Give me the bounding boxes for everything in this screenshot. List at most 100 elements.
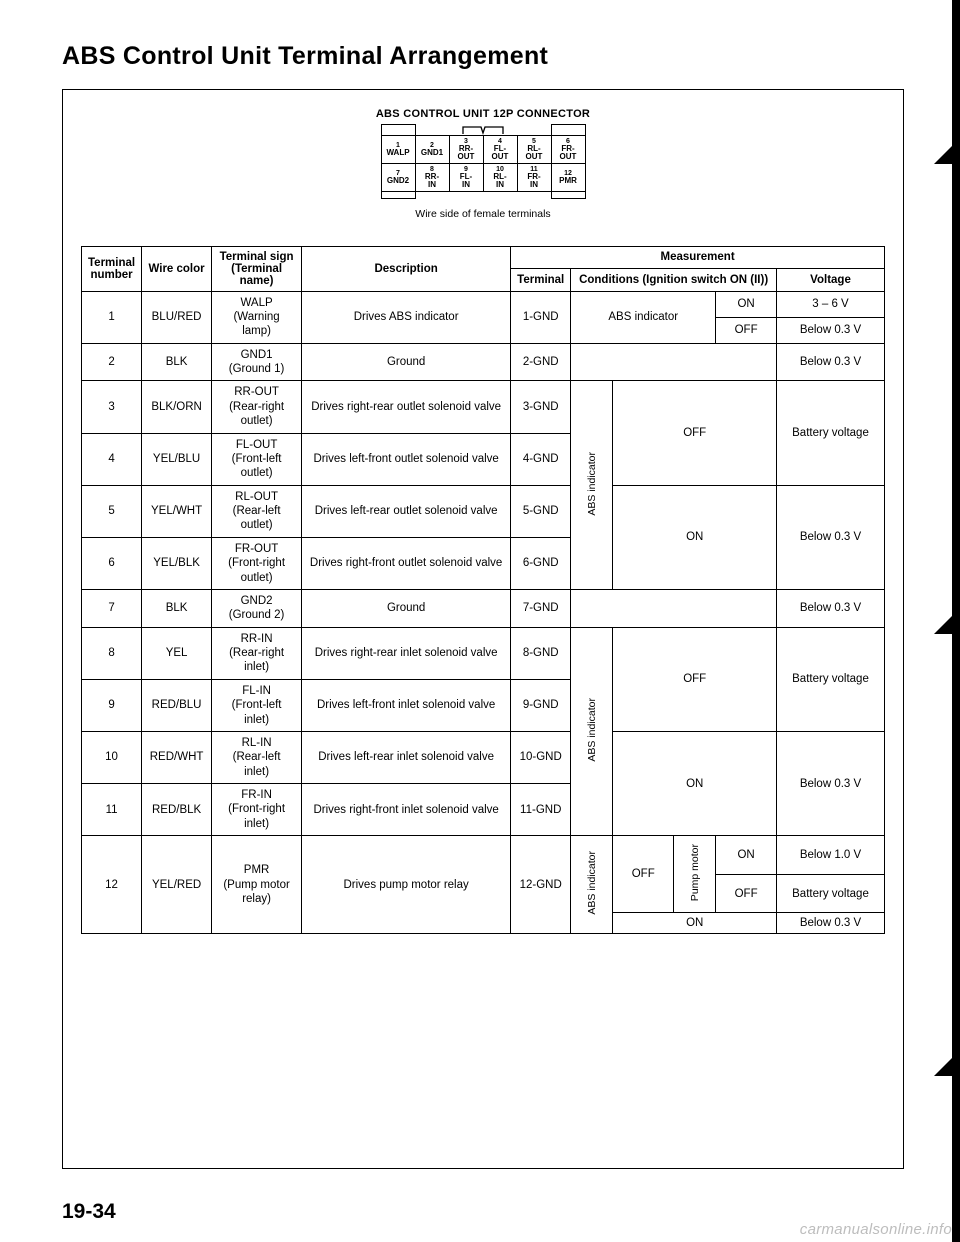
table-cell: Below 0.3 V xyxy=(777,317,885,343)
table-cell: ABS indicator xyxy=(571,381,613,590)
table-cell: 12-GND xyxy=(511,836,571,934)
table-cell: YEL xyxy=(142,627,212,679)
connector-pin: 7GND2 xyxy=(381,163,415,191)
table-cell: ABS indicator xyxy=(571,836,613,934)
table-cell: YEL/RED xyxy=(142,836,212,934)
table-cell: ABS indicator xyxy=(571,627,613,836)
table-cell: 2 xyxy=(82,343,142,381)
table-cell: Pump motor xyxy=(674,836,716,913)
table-cell: Below 0.3 V xyxy=(777,485,885,589)
table-cell xyxy=(571,343,777,381)
table-cell: 7 xyxy=(82,589,142,627)
table-cell: 12 xyxy=(82,836,142,934)
col-measurement: Measurement xyxy=(511,246,885,269)
connector-heading: ABS CONTROL UNIT 12P CONNECTOR xyxy=(81,108,885,120)
col-conditions: Conditions (Ignition switch ON (II)) xyxy=(571,269,777,292)
table-cell: Battery voltage xyxy=(777,627,885,731)
table-cell: Drives left-rear inlet solenoid valve xyxy=(302,731,511,783)
terminal-table: Terminal number Wire color Terminal sign… xyxy=(81,246,885,935)
col-terminal-sign: Terminal sign (Terminal name) xyxy=(212,246,302,291)
table-cell: 4-GND xyxy=(511,433,571,485)
table-cell: 8-GND xyxy=(511,627,571,679)
table-cell: 6-GND xyxy=(511,537,571,589)
table-cell: YEL/BLK xyxy=(142,537,212,589)
table-cell: ON xyxy=(716,291,777,317)
connector-pin: 10RL-IN xyxy=(483,163,517,191)
connector-pin: 11FR-IN xyxy=(517,163,551,191)
table-cell: RED/WHT xyxy=(142,731,212,783)
table-cell: RL-OUT(Rear-leftoutlet) xyxy=(212,485,302,537)
table-cell: Below 1.0 V xyxy=(777,836,885,875)
table-cell: Drives ABS indicator xyxy=(302,291,511,343)
table-cell: Battery voltage xyxy=(777,381,885,485)
table-cell: GND2(Ground 2) xyxy=(212,589,302,627)
table-cell: RR-IN(Rear-rightinlet) xyxy=(212,627,302,679)
table-cell: ON xyxy=(716,836,777,875)
col-terminal-number: Terminal number xyxy=(82,246,142,291)
table-cell: 11-GND xyxy=(511,784,571,836)
table-cell: Drives left-front outlet solenoid valve xyxy=(302,433,511,485)
table-cell: RL-IN(Rear-leftinlet) xyxy=(212,731,302,783)
table-cell: Drives pump motor relay xyxy=(302,836,511,934)
connector-caption: Wire side of female terminals xyxy=(81,208,885,220)
table-cell: Below 0.3 V xyxy=(777,913,885,934)
table-cell: ON xyxy=(613,731,777,835)
connector-pin: 12PMR xyxy=(551,163,585,191)
content-frame: ABS CONTROL UNIT 12P CONNECTOR 1WALP2GND… xyxy=(62,89,904,1169)
table-cell: GND1(Ground 1) xyxy=(212,343,302,381)
table-cell: 9-GND xyxy=(511,679,571,731)
connector-pin: 9FL-IN xyxy=(449,163,483,191)
table-cell: PMR(Pump motorrelay) xyxy=(212,836,302,934)
table-cell: FL-IN(Front-leftinlet) xyxy=(212,679,302,731)
table-cell: ON xyxy=(613,913,777,934)
table-cell: FL-OUT(Front-leftoutlet) xyxy=(212,433,302,485)
table-cell: YEL/WHT xyxy=(142,485,212,537)
table-cell: BLU/RED xyxy=(142,291,212,343)
col-wire-color: Wire color xyxy=(142,246,212,291)
table-cell: ON xyxy=(613,485,777,589)
table-cell: 8 xyxy=(82,627,142,679)
connector-diagram: ABS CONTROL UNIT 12P CONNECTOR 1WALP2GND… xyxy=(81,108,885,220)
col-description: Description xyxy=(302,246,511,291)
table-cell: 5-GND xyxy=(511,485,571,537)
col-meas-terminal: Terminal xyxy=(511,269,571,292)
table-cell: 11 xyxy=(82,784,142,836)
table-cell: OFF xyxy=(716,317,777,343)
table-cell: FR-OUT(Front-rightoutlet) xyxy=(212,537,302,589)
table-cell: OFF xyxy=(716,874,777,913)
connector-pinout-table: 1WALP2GND13RR-OUT4FL-OUT5RL-OUT6FR-OUT 7… xyxy=(381,124,586,199)
table-cell: RED/BLK xyxy=(142,784,212,836)
table-cell: Drives left-front inlet solenoid valve xyxy=(302,679,511,731)
table-cell: Battery voltage xyxy=(777,874,885,913)
table-cell: RR-OUT(Rear-rightoutlet) xyxy=(212,381,302,433)
table-cell: BLK xyxy=(142,343,212,381)
table-cell: 9 xyxy=(82,679,142,731)
table-cell: 2-GND xyxy=(511,343,571,381)
connector-pin: 4FL-OUT xyxy=(483,135,517,163)
table-cell: OFF xyxy=(613,381,777,485)
table-cell: ABS indicator xyxy=(571,291,716,343)
connector-pin: 5RL-OUT xyxy=(517,135,551,163)
table-cell: 10 xyxy=(82,731,142,783)
table-cell: Drives right-front outlet solenoid valve xyxy=(302,537,511,589)
table-cell: Ground xyxy=(302,343,511,381)
table-cell xyxy=(571,589,777,627)
table-cell: FR-IN(Front-rightinlet) xyxy=(212,784,302,836)
table-cell: 3 – 6 V xyxy=(777,291,885,317)
connector-pin: 6FR-OUT xyxy=(551,135,585,163)
table-cell: Drives right-rear inlet solenoid valve xyxy=(302,627,511,679)
table-cell: BLK/ORN xyxy=(142,381,212,433)
table-cell: Drives right-front inlet solenoid valve xyxy=(302,784,511,836)
connector-pin: 8RR-IN xyxy=(415,163,449,191)
table-cell: Ground xyxy=(302,589,511,627)
table-cell: 3 xyxy=(82,381,142,433)
table-cell: 1-GND xyxy=(511,291,571,343)
table-cell: YEL/BLU xyxy=(142,433,212,485)
table-cell: Below 0.3 V xyxy=(777,731,885,835)
table-cell: 4 xyxy=(82,433,142,485)
table-cell: Drives right-rear outlet solenoid valve xyxy=(302,381,511,433)
table-cell: RED/BLU xyxy=(142,679,212,731)
table-cell: 10-GND xyxy=(511,731,571,783)
table-cell: Below 0.3 V xyxy=(777,343,885,381)
watermark: carmanualsonline.info xyxy=(800,1221,952,1238)
